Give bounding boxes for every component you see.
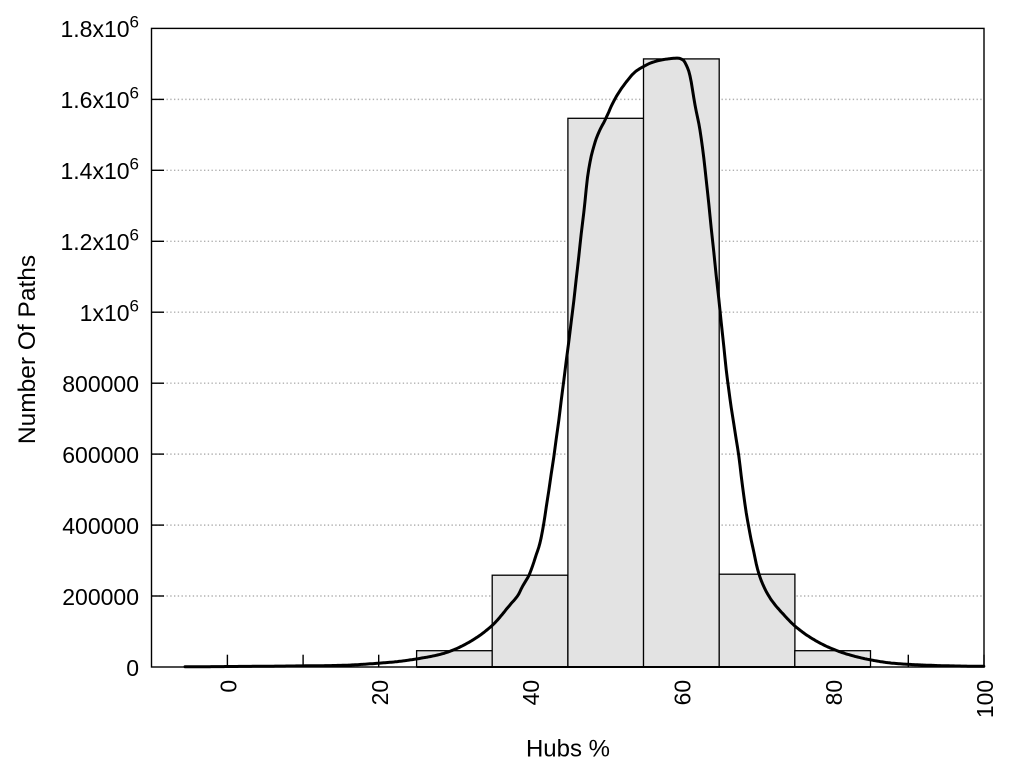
- svg-text:0: 0: [216, 680, 242, 693]
- svg-text:1.4x106: 1.4x106: [60, 155, 139, 185]
- svg-text:40: 40: [518, 680, 544, 706]
- svg-text:80: 80: [821, 680, 847, 706]
- svg-text:0: 0: [126, 655, 139, 681]
- svg-text:800000: 800000: [62, 371, 139, 397]
- svg-text:600000: 600000: [62, 442, 139, 468]
- svg-text:60: 60: [670, 680, 696, 706]
- svg-text:100: 100: [972, 680, 998, 718]
- svg-text:1.2x106: 1.2x106: [60, 226, 139, 256]
- svg-text:1.6x106: 1.6x106: [60, 84, 139, 114]
- svg-text:200000: 200000: [62, 584, 139, 610]
- svg-text:Number Of Paths: Number Of Paths: [14, 255, 41, 444]
- svg-text:400000: 400000: [62, 513, 139, 539]
- svg-text:Hubs %: Hubs %: [526, 736, 610, 763]
- svg-text:1.8x106: 1.8x106: [60, 13, 139, 43]
- svg-text:1x106: 1x106: [80, 297, 139, 327]
- svg-text:20: 20: [367, 680, 393, 706]
